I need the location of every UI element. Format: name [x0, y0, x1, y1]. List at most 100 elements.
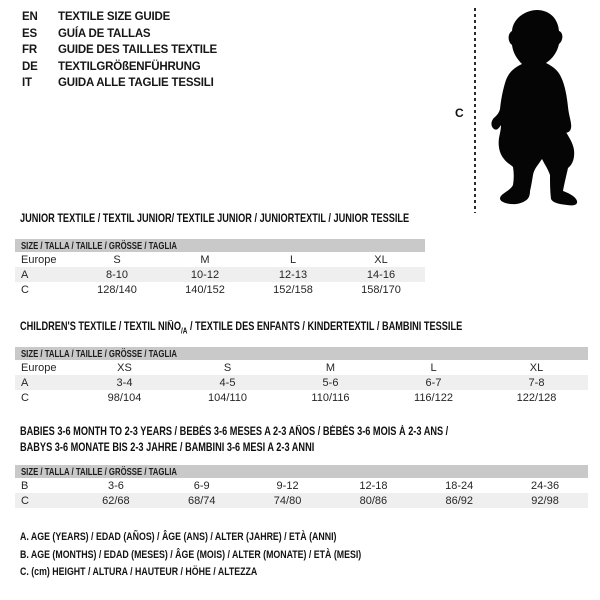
language-code: IT: [22, 77, 32, 90]
age-cell: 4-5: [219, 376, 236, 389]
height-cell: 158/170: [361, 283, 401, 296]
size-header-label: SIZE / TALLA / TAILLE / GRÖSSE / TAGLIA: [21, 465, 177, 478]
language-row-it: IT GUIDA ALLE TAGLIE TESSILI: [22, 75, 217, 92]
language-code: FR: [22, 44, 37, 57]
language-row-en: EN TEXTILE SIZE GUIDE: [22, 9, 217, 26]
height-cell: 98/104: [107, 391, 142, 404]
legend-line-c-text: C. (cm) HEIGHT / ALTURA / HAUTEUR / HÖHE…: [20, 566, 258, 578]
row-label: C: [21, 391, 29, 404]
height-cell: 140/152: [185, 283, 225, 296]
legend-line-a: A. AGE (YEARS) / EDAD (AÑOS) / ÂGE (ANS)…: [20, 531, 447, 549]
language-row-de: DE TEXTILGRÖßENFÜHRUNG: [22, 59, 217, 76]
legend-line-a-text: A. AGE (YEARS) / EDAD (AÑOS) / ÂGE (ANS)…: [20, 531, 337, 543]
junior-size-table: SIZE / TALLA / TAILLE / GRÖSSE / TAGLIA …: [15, 239, 425, 297]
language-title: TEXTILGRÖßENFÜHRUNG: [58, 60, 201, 73]
children-size-table: SIZE / TALLA / TAILLE / GRÖSSE / TAGLIA …: [15, 347, 588, 405]
age-cell: 3-6: [107, 479, 124, 492]
height-measure-label: C: [455, 106, 464, 120]
height-cell: 104/110: [208, 391, 247, 404]
height-cell: 68/74: [187, 494, 216, 507]
children-title-post: / TEXTILE DES ENFANTS / KINDERTEXTIL / B…: [187, 321, 463, 333]
row-label: B: [21, 479, 29, 492]
language-title: GUIDA ALLE TAGLIE TESSILI: [58, 77, 214, 90]
age-cell: 10-12: [190, 268, 220, 281]
age-cell: 24-36: [530, 479, 560, 492]
age-cell: 6-7: [425, 376, 442, 389]
language-code: EN: [22, 11, 38, 24]
age-cell: 18-24: [445, 479, 474, 492]
junior-section-title: JUNIOR TEXTILE / TEXTIL JUNIOR/ TEXTILE …: [20, 213, 506, 225]
size-header-label: SIZE / TALLA / TAILLE / GRÖSSE / TAGLIA: [21, 347, 177, 360]
size-header-bar: SIZE / TALLA / TAILLE / GRÖSSE / TAGLIA: [15, 239, 425, 252]
height-cell: 152/158: [273, 283, 313, 296]
language-row-fr: FR GUIDE DES TAILLES TEXTILE: [22, 42, 217, 59]
row-label: C: [21, 494, 29, 507]
table-row-europe: Europe S M L XL: [15, 252, 425, 267]
size-cell: S: [113, 253, 121, 266]
children-section-title: CHILDREN'S TEXTILE / TEXTIL NIÑO/A / TEX…: [20, 321, 573, 335]
legend-line-b-text: B. AGE (MONTHS) / EDAD (MESES) / ÂGE (MO…: [20, 548, 362, 561]
table-row-age-months: B 3-6 6-9 9-12 12-18 18-24 24-36: [15, 478, 588, 493]
age-cell: 8-10: [105, 268, 129, 281]
size-header-label: SIZE / TALLA / TAILLE / GRÖSSE / TAGLIA: [21, 239, 177, 252]
legend-line-b: B. AGE (MONTHS) / EDAD (MESES) / ÂGE (MO…: [20, 549, 447, 567]
toddler-silhouette-image: [491, 10, 578, 206]
size-header-bar: SIZE / TALLA / TAILLE / GRÖSSE / TAGLIA: [15, 465, 588, 478]
table-row-height-cm: C 98/104 104/110 110/116 116/122 122/128: [15, 390, 588, 405]
legend-line-c: C. (cm) HEIGHT / ALTURA / HAUTEUR / HÖHE…: [20, 566, 447, 584]
legend: A. AGE (YEARS) / EDAD (AÑOS) / ÂGE (ANS)…: [20, 531, 447, 584]
babies-section-title-line2-text: BABYS 3-6 MONATE BIS 2-3 JAHRE / BAMBINI…: [20, 442, 315, 454]
row-label: A: [21, 376, 29, 389]
children-title-sub: /A: [180, 326, 188, 336]
age-cell: 5-6: [322, 376, 339, 389]
babies-section-title-line2: BABYS 3-6 MONATE BIS 2-3 JAHRE / BAMBINI…: [20, 442, 388, 454]
table-row-height-cm: C 128/140 140/152 152/158 158/170: [15, 282, 425, 297]
age-cell: 12-13: [278, 268, 308, 281]
size-cell: M: [325, 361, 336, 374]
age-cell: 14-16: [366, 268, 396, 281]
height-cell: 110/116: [311, 391, 350, 404]
babies-size-table: SIZE / TALLA / TAILLE / GRÖSSE / TAGLIA …: [15, 465, 588, 508]
children-section-title-text: CHILDREN'S TEXTILE / TEXTIL NIÑO/A / TEX…: [20, 321, 462, 335]
height-cell: 86/92: [445, 494, 473, 507]
language-row-es: ES GUÍA DE TALLAS: [22, 26, 217, 43]
height-cell: 62/68: [102, 494, 130, 507]
height-measure-dashed-line: [474, 8, 476, 213]
size-cell: L: [430, 361, 437, 374]
height-cell: 74/80: [273, 494, 302, 507]
size-cell: L: [289, 253, 297, 266]
size-cell: M: [200, 253, 210, 266]
size-cell: XL: [374, 253, 388, 266]
age-cell: 9-12: [276, 479, 299, 492]
table-row-age-years: A 8-10 10-12 12-13 14-16: [15, 267, 425, 282]
children-title-pre: CHILDREN'S TEXTILE / TEXTIL NIÑO: [20, 321, 181, 333]
age-cell: 3-4: [116, 376, 133, 389]
language-code: DE: [22, 60, 38, 73]
age-cell: 6-9: [193, 479, 210, 492]
table-row-age-years: A 3-4 4-5 5-6 6-7 7-8: [15, 375, 588, 390]
table-row-europe: Europe XS S M L XL: [15, 360, 588, 375]
age-cell: 12-18: [359, 479, 388, 492]
language-code: ES: [22, 27, 37, 40]
height-cell: 80/86: [359, 494, 388, 507]
height-cell: 116/122: [414, 391, 453, 404]
junior-section-title-text: JUNIOR TEXTILE / TEXTIL JUNIOR/ TEXTILE …: [20, 213, 410, 225]
language-list: EN TEXTILE SIZE GUIDE ES GUÍA DE TALLAS …: [22, 9, 217, 92]
row-label: A: [21, 268, 29, 281]
size-header-bar: SIZE / TALLA / TAILLE / GRÖSSE / TAGLIA: [15, 347, 588, 360]
size-cell: XS: [117, 361, 132, 374]
row-label: Europe: [21, 253, 57, 266]
age-cell: 7-8: [528, 376, 545, 389]
height-cell: 122/128: [516, 391, 557, 404]
babies-section-title-line1-text: BABIES 3-6 MONTH TO 2-3 YEARS / BEBÉS 3-…: [20, 426, 449, 438]
size-cell: XL: [529, 361, 544, 374]
language-title: GUÍA DE TALLAS: [58, 27, 151, 40]
row-label: C: [21, 283, 29, 296]
language-title: GUIDE DES TAILLES TEXTILE: [58, 44, 217, 57]
height-cell: 92/98: [531, 494, 559, 507]
language-title: TEXTILE SIZE GUIDE: [58, 11, 171, 24]
height-cell: 128/140: [97, 283, 137, 296]
row-label: Europe: [21, 361, 57, 374]
table-row-height-cm: C 62/68 68/74 74/80 80/86 86/92 92/98: [15, 493, 588, 508]
